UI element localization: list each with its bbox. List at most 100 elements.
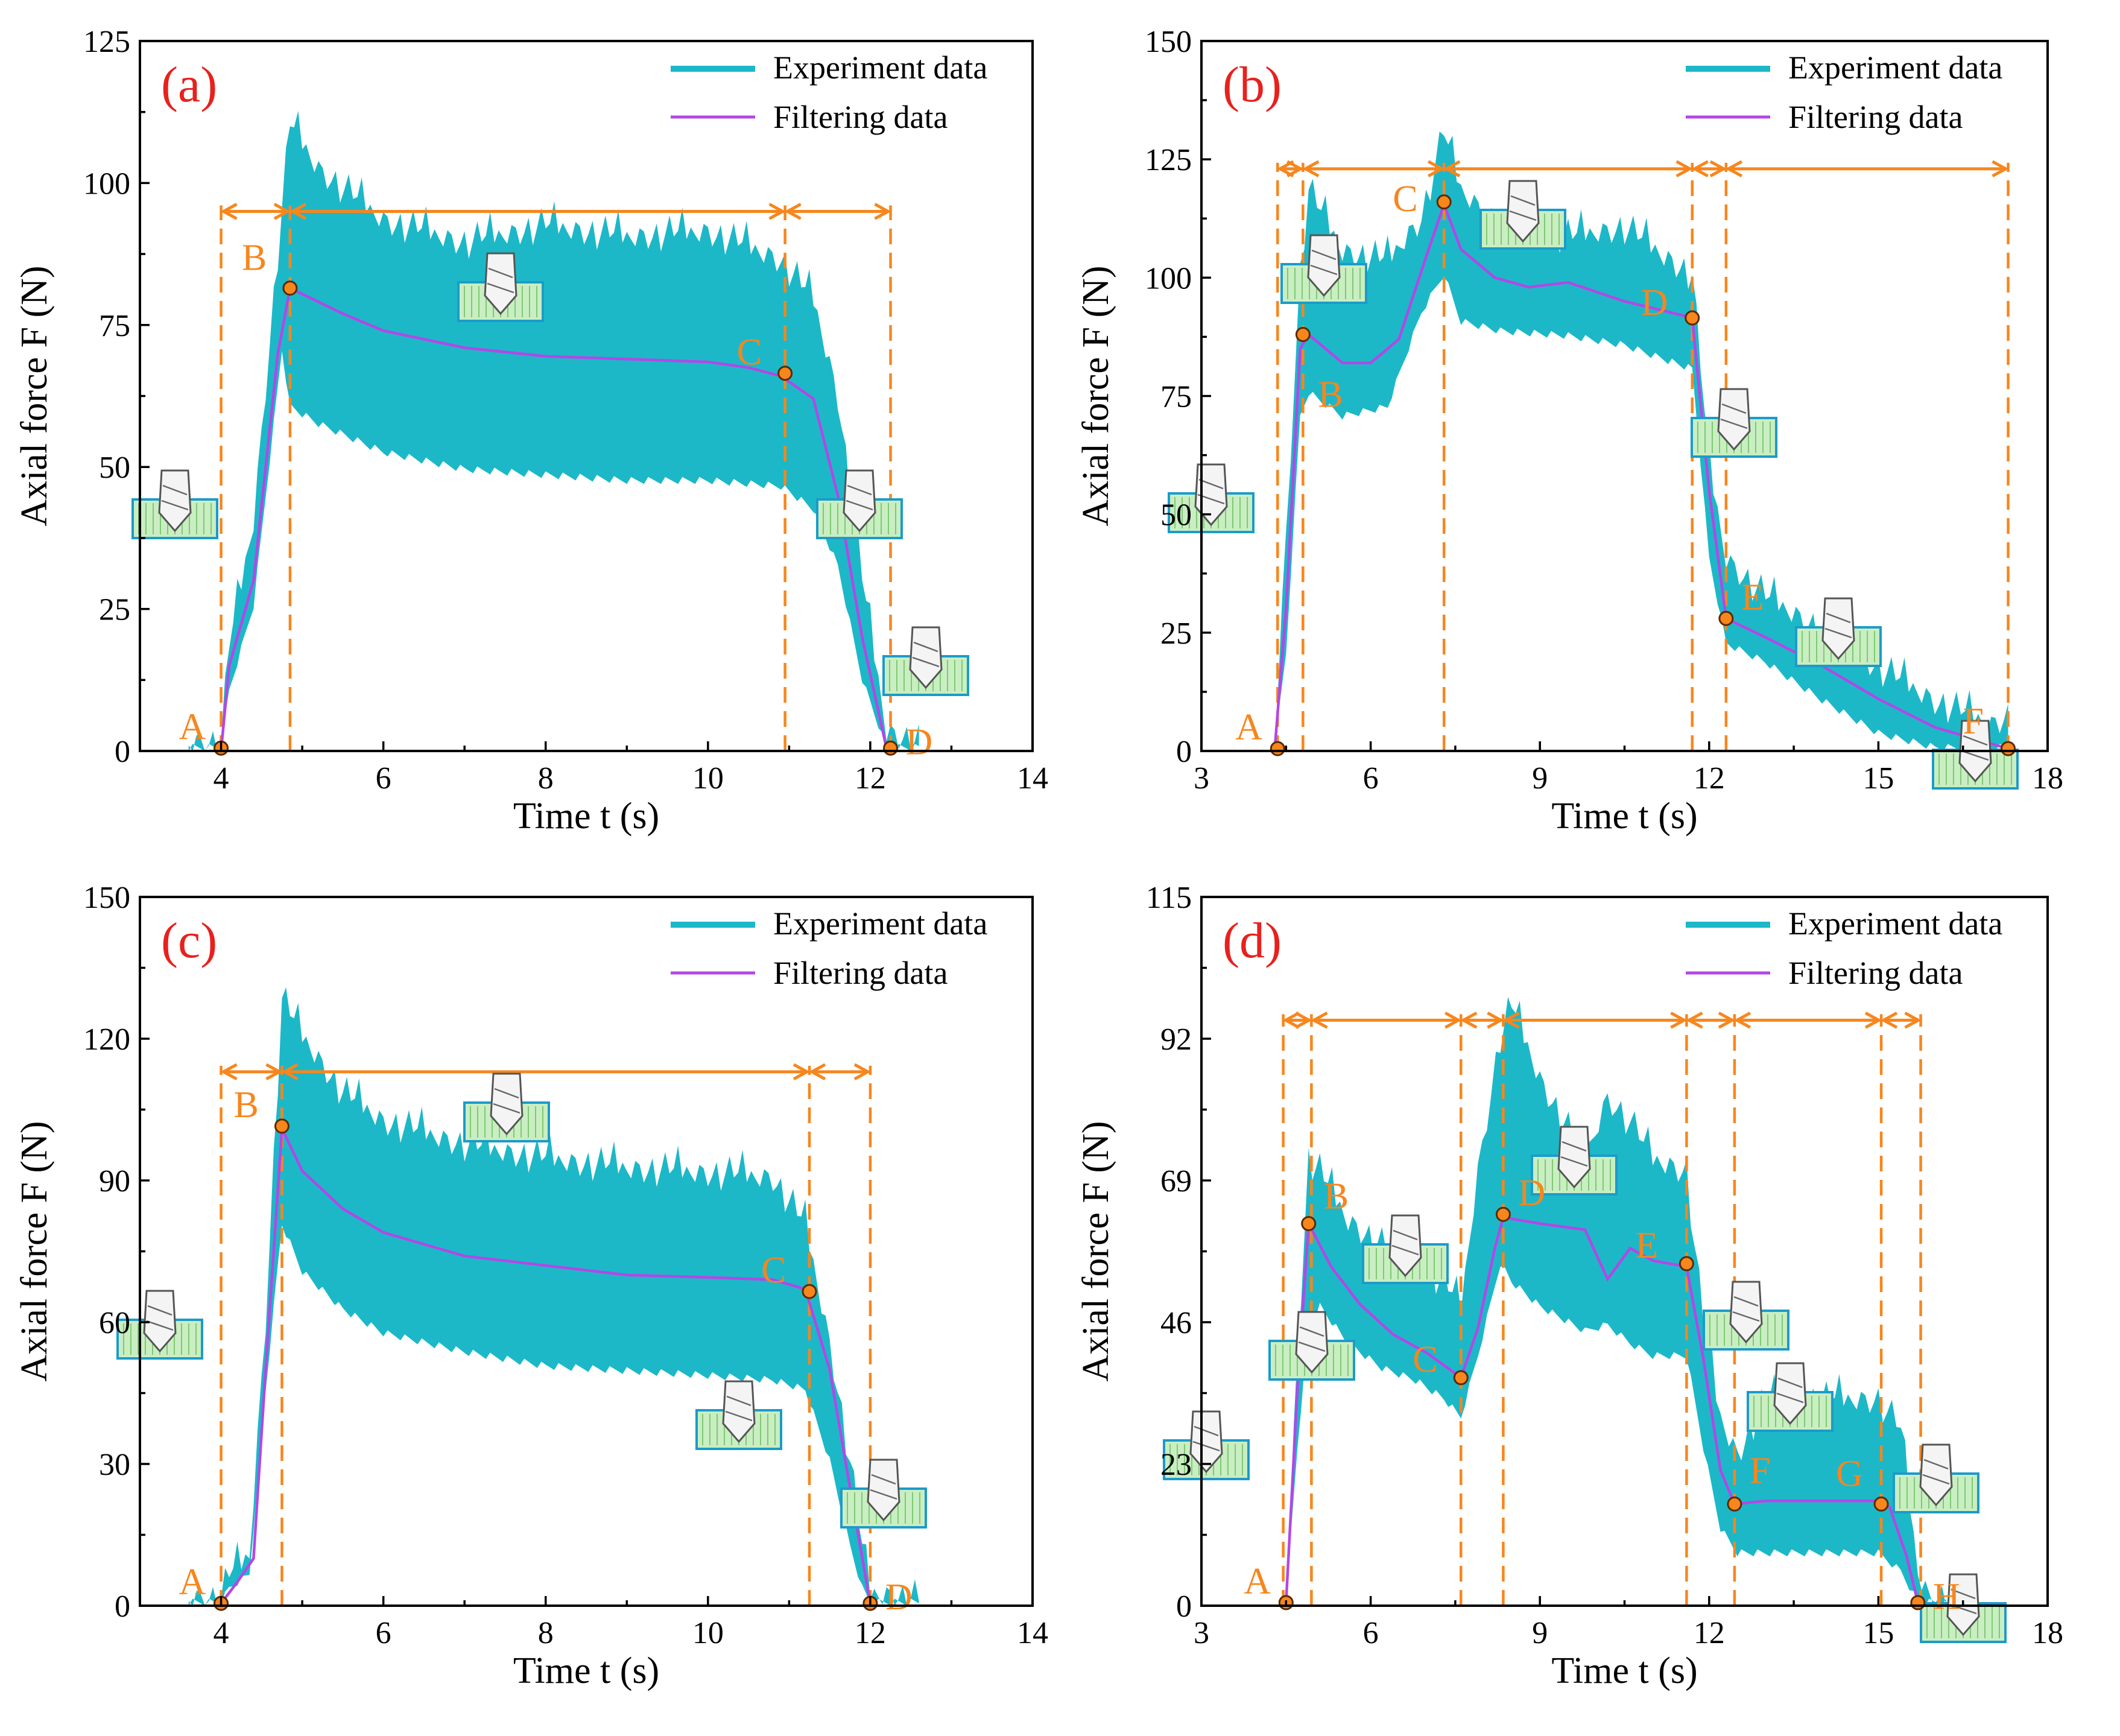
legend: Experiment data Filtering data [671,905,987,991]
workpiece-drill-icon [457,252,544,322]
stage-arrow [1880,1012,1922,1029]
key-point-label: D [1518,1173,1545,1214]
arrow-head-left [281,1063,299,1081]
drill-flute [1560,1141,1588,1167]
drill-bit-icon [867,1459,900,1522]
arrow-head-left [784,203,802,220]
arrow-head-left [1686,1012,1703,1029]
y-tick-label: 23 [1160,1448,1192,1482]
key-point-marker [1727,1496,1742,1512]
drill-flute [1720,403,1748,429]
key-point-marker [1270,741,1285,756]
x-tick-label: 3 [1194,761,1209,796]
stage-arrow [220,1063,283,1081]
workpiece-drill-icon [1893,1443,1979,1513]
workpiece-drill-icon [1268,1311,1355,1381]
arrow-head-left [1880,1012,1898,1029]
drill-bit-icon [1557,1126,1591,1189]
y-tick-label: 0 [1176,1589,1192,1624]
key-point-label: B [1324,1176,1349,1217]
panel-b: A B C D E F 3 6 9 12 15 18 0 25 50 75 100 125 150 Time t (s… [1075,25,2063,837]
stage-arrow [1725,160,2009,178]
arrow-head-right [1718,1012,1736,1029]
stage-arrow [808,1063,872,1081]
drill-bit-icon [1307,234,1341,297]
legend: Experiment data Filtering data [1686,905,2002,991]
y-tick-label: 125 [83,25,130,59]
drill-bit-icon [1506,180,1540,243]
arrow-head-left [1443,160,1461,178]
workpiece-drill-icon [131,469,218,539]
key-point-marker [2001,741,2016,756]
drill-bit-icon [1821,597,1855,661]
arrow-head-left [220,203,238,220]
key-point-label: H [1933,1576,1960,1617]
y-tick-label: 150 [83,881,130,915]
key-point-marker [1295,326,1311,342]
legend-label-experiment: Experiment data [773,905,987,942]
y-axis-title: Axial force F (N) [1075,1121,1116,1381]
legend-label-filtering: Filtering data [1788,955,1963,991]
arrow-head-right [1487,1012,1504,1029]
arrow-head-right [1709,160,1727,178]
x-tick-label: 6 [376,761,391,796]
stage-arrow [220,203,291,220]
drill-flute [870,1474,897,1500]
drill-flute [1922,1459,1950,1485]
x-tick-label: 10 [692,1616,724,1650]
drill-flute [146,1305,174,1331]
panel-c: A B C D 4 6 8 10 12 14 0 30 60 90 120 150 Time t (s) Axia… [14,881,1048,1691]
workpiece-drill-icon [1932,720,2019,790]
stage-arrow [1311,1012,1462,1029]
y-tick-label: 25 [1160,616,1192,651]
y-tick-label: 46 [1160,1306,1192,1340]
arrow-head-right [273,203,291,220]
y-tick-label: 25 [99,593,130,627]
workpiece-drill-icon [840,1459,927,1529]
drill-flute [1298,1326,1326,1352]
arrow-head-left [1311,1012,1328,1029]
workpiece-drill-icon [695,1380,782,1450]
x-tick-label: 6 [1363,1616,1379,1650]
key-point-label: B [233,1085,258,1126]
experiment-data-series [1286,996,1946,1606]
workpiece-drill-icon [1168,463,1255,533]
panel-a: A B C D 4 6 8 10 12 14 0 25 50 75 100 125 Time t (s) Axia… [14,25,1048,837]
workpiece-drill-icon [1163,1410,1250,1480]
workpiece-drill-icon [1362,1214,1449,1284]
x-axis-title: Time t (s) [1551,1650,1697,1691]
key-point-label: A [179,706,206,747]
filtering-data-series [1285,1215,1920,1603]
key-point-marker [1453,1370,1469,1386]
key-point-marker [282,280,298,296]
drill-bit-icon [1717,388,1751,451]
x-axis-title: Time t (s) [1551,796,1697,837]
x-tick-label: 15 [1862,761,1894,796]
y-tick-label: 100 [83,166,130,201]
stage-arrow [1691,160,1727,178]
legend-label-experiment: Experiment data [773,49,987,86]
x-tick-label: 6 [1363,761,1379,796]
legend-label-experiment: Experiment data [1788,905,2002,942]
panel-label: (c) [161,913,217,969]
arrow-head-left [1302,160,1320,178]
key-point-marker [1873,1496,1889,1512]
x-tick-label: 4 [214,1616,229,1650]
drill-bit-icon [1388,1214,1422,1278]
legend-label-experiment: Experiment data [1788,49,2002,86]
x-tick-label: 9 [1532,1616,1548,1650]
workpiece-drill-icon [1747,1362,1834,1432]
y-tick-label: 90 [99,1164,130,1199]
arrow-head-right [1444,1012,1462,1029]
drill-flute [1509,195,1537,221]
workpiece-drill-icon [463,1072,550,1142]
arrow-head-left [1460,1012,1478,1029]
y-axis-title: Axial force F (N) [14,265,55,526]
y-tick-label: 100 [1145,261,1192,296]
drill-bit-icon [1194,463,1228,527]
key-point-marker [802,1284,817,1299]
y-tick-label: 120 [83,1022,130,1057]
arrow-head-left [1725,160,1743,178]
key-point-label: F [1963,701,1984,742]
drill-flute [912,641,940,668]
